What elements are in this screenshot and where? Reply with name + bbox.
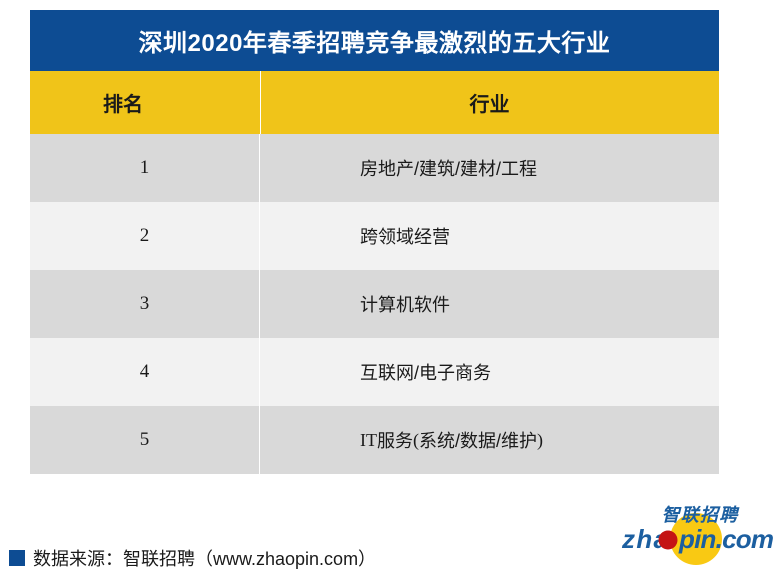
svg-text:pin.com: pin.com bbox=[678, 524, 774, 554]
svg-text:智联招聘: 智联招聘 bbox=[662, 505, 741, 525]
